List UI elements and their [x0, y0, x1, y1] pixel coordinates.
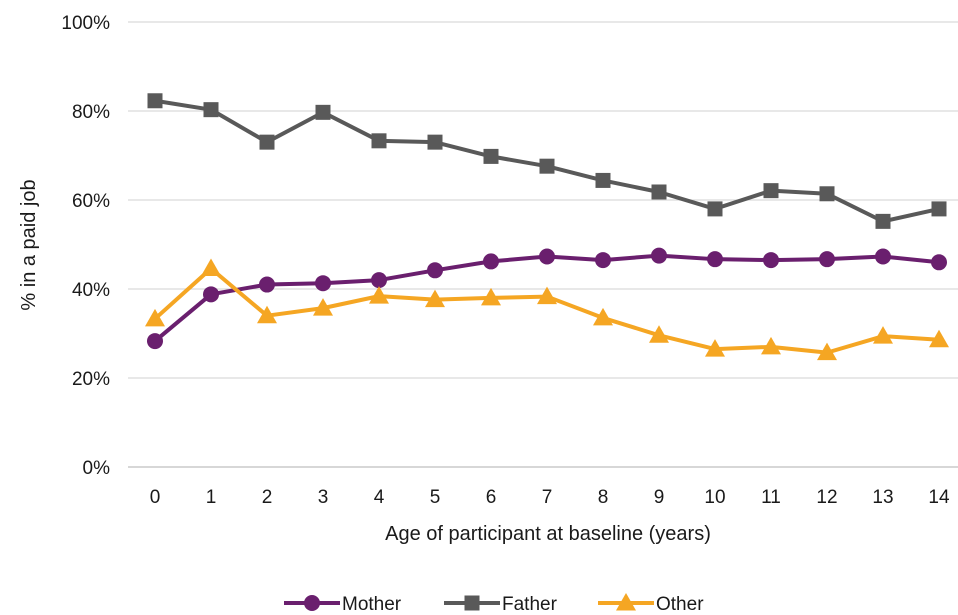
- x-tick-label: 14: [928, 487, 950, 508]
- x-tick-label: 11: [761, 487, 781, 508]
- legend-label-mother: Mother: [342, 594, 402, 615]
- legend-label-father: Father: [502, 594, 558, 615]
- data-point-mother: [371, 272, 387, 289]
- data-point-other: [313, 298, 333, 316]
- data-point-other: [425, 289, 445, 308]
- data-point-other: [817, 342, 837, 361]
- data-point-other: [201, 258, 221, 277]
- series-other: [145, 258, 949, 361]
- x-tick-label: 6: [486, 487, 497, 508]
- x-tick-label: 3: [318, 487, 329, 508]
- data-point-father: [875, 213, 891, 229]
- legend-marker-father: [464, 595, 480, 611]
- legend-marker-other: [616, 593, 636, 611]
- series-father: [147, 93, 947, 229]
- x-tick-label: 2: [262, 487, 273, 508]
- data-point-mother: [875, 248, 891, 265]
- data-point-mother: [427, 262, 443, 279]
- x-tick-label: 0: [150, 487, 161, 508]
- y-tick-label: 80%: [72, 102, 110, 123]
- data-point-father: [427, 134, 443, 150]
- data-point-father: [819, 186, 835, 202]
- data-point-mother: [819, 251, 835, 268]
- x-axis-ticks: 0 1 2 3 4 5 6 7 8 9 10 11 12 13 14: [150, 487, 950, 508]
- data-point-mother: [147, 333, 163, 350]
- y-axis-ticks: 0% 20% 40% 60% 80% 100%: [61, 13, 110, 479]
- legend-item-father: Father: [444, 594, 558, 615]
- data-point-mother: [203, 286, 219, 303]
- data-point-mother: [315, 275, 331, 292]
- legend-label-other: Other: [656, 594, 704, 615]
- x-tick-label: 5: [430, 487, 441, 508]
- data-point-mother: [651, 247, 667, 264]
- data-point-other: [481, 287, 501, 306]
- data-point-father: [595, 172, 611, 188]
- data-point-father: [203, 102, 219, 118]
- data-point-other: [929, 329, 949, 348]
- legend-item-mother: Mother: [284, 594, 402, 615]
- data-point-father: [147, 93, 163, 109]
- y-tick-label: 20%: [72, 369, 110, 390]
- x-tick-label: 10: [704, 487, 725, 508]
- data-point-mother: [595, 252, 611, 269]
- y-tick-label: 100%: [61, 13, 110, 34]
- data-point-other: [649, 325, 669, 343]
- legend-marker-mother: [304, 595, 320, 611]
- data-point-other: [369, 286, 389, 304]
- x-tick-label: 13: [872, 487, 893, 508]
- x-tick-label: 7: [542, 487, 553, 508]
- data-point-father: [483, 148, 499, 164]
- data-point-other: [537, 286, 557, 305]
- data-point-father: [539, 158, 555, 174]
- x-tick-label: 8: [598, 487, 609, 508]
- data-point-other: [705, 339, 725, 357]
- data-point-father: [651, 184, 667, 200]
- data-point-mother: [539, 248, 555, 265]
- y-tick-label: 0%: [83, 458, 111, 479]
- data-point-other: [145, 308, 165, 327]
- data-point-other: [257, 305, 277, 324]
- data-point-father: [931, 201, 947, 217]
- data-point-mother: [259, 276, 275, 293]
- y-axis-label: % in a paid job: [18, 179, 40, 310]
- x-tick-label: 1: [206, 487, 217, 508]
- data-point-other: [761, 336, 781, 355]
- data-point-father: [371, 133, 387, 149]
- data-point-father: [707, 201, 723, 217]
- data-point-mother: [483, 253, 499, 270]
- data-point-other: [593, 307, 613, 326]
- gridlines: [128, 21, 958, 468]
- x-tick-label: 9: [654, 487, 665, 508]
- data-point-father: [259, 134, 275, 150]
- data-point-mother: [931, 254, 947, 271]
- y-tick-label: 60%: [72, 191, 110, 212]
- y-tick-label: 40%: [72, 280, 110, 301]
- x-axis-label: Age of participant at baseline (years): [385, 523, 711, 545]
- legend-item-other: Other: [598, 593, 704, 615]
- legend: Mother Father Other: [284, 593, 704, 615]
- data-point-mother: [707, 251, 723, 268]
- data-point-father: [763, 183, 779, 199]
- x-tick-label: 12: [816, 487, 837, 508]
- series-group: [145, 93, 949, 361]
- data-point-father: [315, 104, 331, 120]
- data-point-other: [873, 326, 893, 344]
- x-tick-label: 4: [374, 487, 385, 508]
- series-mother: [147, 247, 947, 350]
- data-point-mother: [763, 252, 779, 269]
